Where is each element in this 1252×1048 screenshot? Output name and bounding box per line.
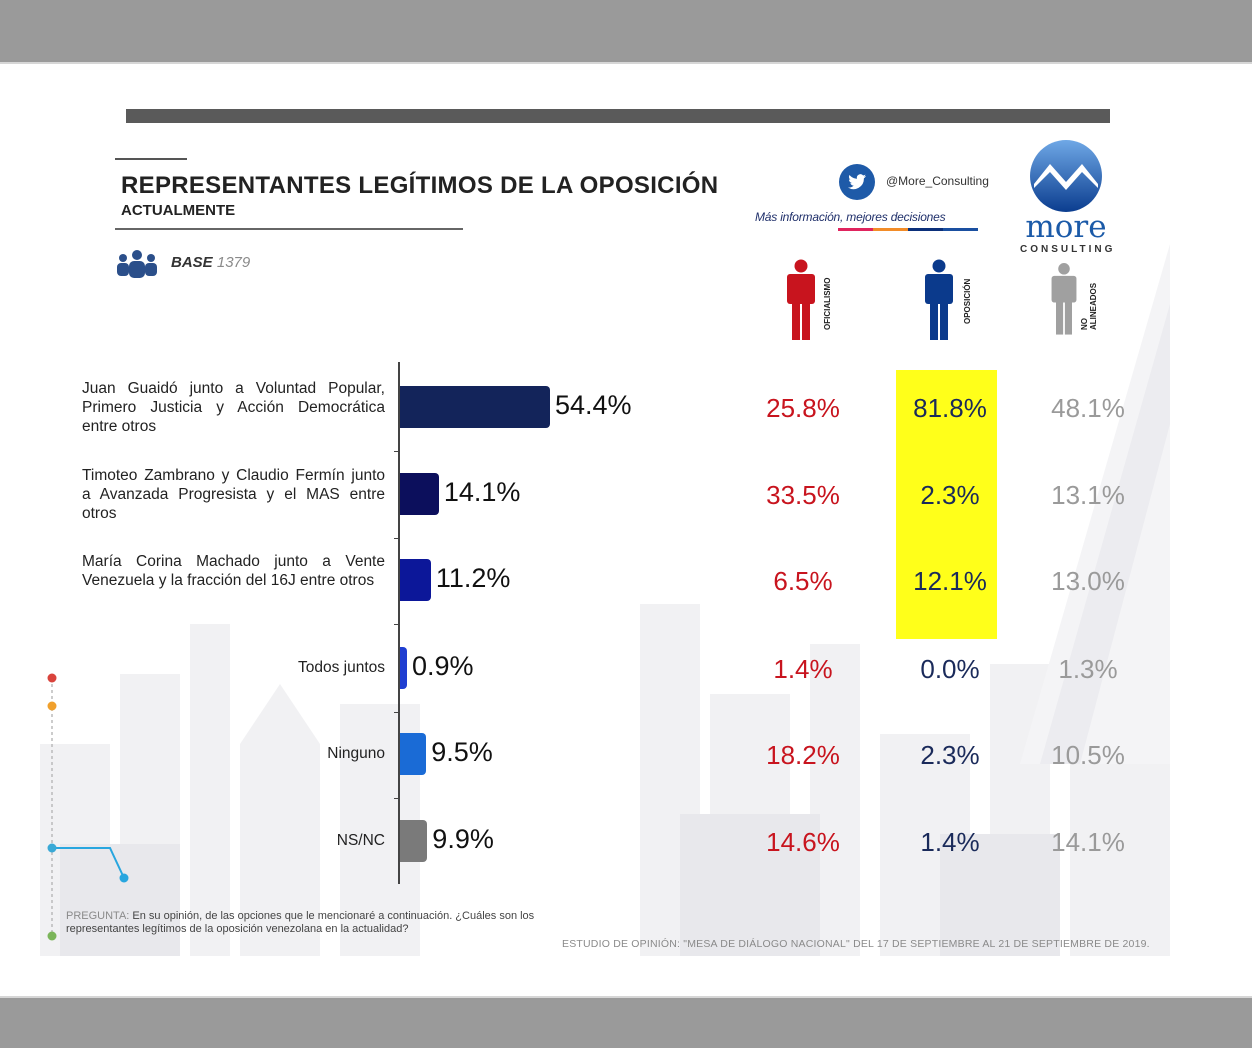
- slide: REPRESENTANTES LEGÍTIMOS DE LA OPOSICIÓN…: [0, 62, 1252, 998]
- base-label: BASE 1379: [171, 254, 251, 271]
- segment-label-no-alineados: NO ALINEADOS: [1080, 282, 1098, 330]
- segment-value-cell: 81.8%: [913, 393, 987, 423]
- segment-value-cell: 13.1%: [1051, 480, 1125, 510]
- segment-value-cell: 48.1%: [1051, 393, 1125, 423]
- bar-value-label: 14.1%: [443, 477, 521, 507]
- bar: [400, 733, 427, 775]
- question-text: PREGUNTA: En su opinión, de las opciones…: [66, 910, 535, 935]
- base-value: 1379: [216, 254, 251, 271]
- bar: [400, 820, 428, 862]
- bar-value-label: 9.9%: [432, 824, 494, 854]
- no-alineados-person-icon: [1051, 263, 1077, 335]
- twitter-handle[interactable]: @More_Consulting: [886, 174, 989, 188]
- title-rule: [115, 158, 187, 160]
- logo-sub: CONSULTING: [1020, 244, 1116, 255]
- segment-value-cell: 33.5%: [766, 480, 840, 510]
- oposicion-person-icon: [925, 259, 953, 340]
- logo-word: more: [1025, 209, 1107, 245]
- bar: [400, 647, 407, 689]
- segment-value-cell: 25.8%: [766, 393, 840, 423]
- segment-label-oposicion: OPOSICIÓN: [963, 278, 972, 324]
- source-note: ESTUDIO DE OPINIÓN: "MESA DE DIÁLOGO NAC…: [562, 938, 1150, 950]
- axis-tick: [394, 538, 400, 539]
- axis-tick: [394, 451, 400, 452]
- segment-value-cell: 18.2%: [766, 740, 840, 770]
- segment-value-cell: 10.5%: [1051, 740, 1125, 770]
- tagline-underline: [838, 228, 978, 231]
- bar: [400, 473, 439, 515]
- bar: [400, 386, 550, 428]
- chart-axis: [398, 362, 400, 884]
- bar-value-label: 0.9%: [412, 651, 474, 681]
- segment-value-cell: 2.3%: [920, 740, 980, 770]
- category-label: Juan Guaidó junto a Voluntad Popular, Pr…: [82, 380, 385, 435]
- more-consulting-logo: [1030, 140, 1102, 212]
- page-curl-decoration: [1020, 244, 1170, 764]
- segment-value-cell: 0.0%: [920, 654, 980, 684]
- segment-value-cell: 1.4%: [920, 827, 980, 857]
- tagline: Más información, mejores decisiones: [755, 210, 946, 224]
- category-label: NS/NC: [336, 832, 385, 849]
- segment-label-oficialismo: OFICIALISMO: [823, 277, 832, 330]
- segment-value-cell: 2.3%: [920, 480, 980, 510]
- segment-value-cell: 14.6%: [766, 827, 840, 857]
- group-icon: [117, 250, 157, 278]
- bar: [400, 559, 431, 601]
- top-bar: [126, 109, 1110, 123]
- bar-value-label: 9.5%: [431, 737, 493, 767]
- bar-value-label: 11.2%: [435, 563, 511, 593]
- chart-subtitle: ACTUALMENTE: [121, 202, 236, 219]
- segment-value-cell: 1.4%: [773, 654, 833, 684]
- bar-value-label: 54.4%: [555, 390, 632, 420]
- city-skyline-background: [40, 604, 1170, 956]
- oficialismo-person-icon: [787, 259, 815, 340]
- category-label: María Corina Machado junto a Vente Venez…: [82, 553, 385, 589]
- axis-tick: [394, 712, 400, 713]
- twitter-icon[interactable]: [838, 163, 876, 201]
- oposicion-highlight: [896, 370, 997, 639]
- segment-value-cell: 6.5%: [773, 566, 833, 596]
- segment-value-cell: 13.0%: [1051, 566, 1125, 596]
- segment-value-cell: 14.1%: [1051, 827, 1125, 857]
- axis-tick: [394, 798, 400, 799]
- title-underline: [115, 228, 463, 230]
- category-label: Ninguno: [327, 745, 385, 762]
- timeline-decoration: [47, 673, 129, 941]
- category-label: Todos juntos: [297, 659, 385, 676]
- axis-tick: [394, 624, 400, 625]
- category-label: Timoteo Zambrano y Claudio Fermín junto …: [82, 467, 385, 522]
- segment-value-cell: 12.1%: [913, 566, 987, 596]
- segment-value-cell: 1.3%: [1058, 654, 1118, 684]
- chart-title: REPRESENTANTES LEGÍTIMOS DE LA OPOSICIÓN: [121, 172, 719, 199]
